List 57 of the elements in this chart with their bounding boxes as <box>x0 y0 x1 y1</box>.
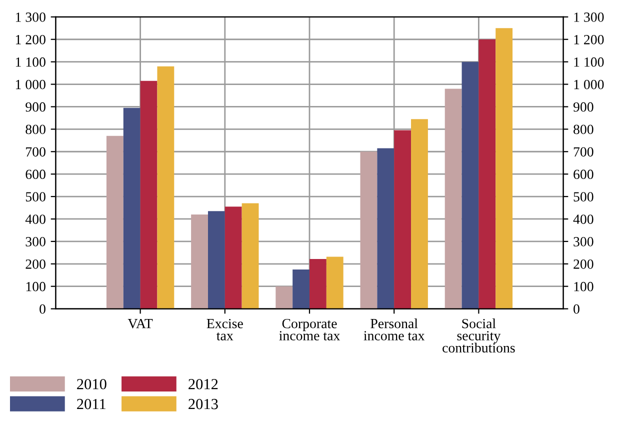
y-tick-label: 400 <box>25 214 46 224</box>
y2-tick-label: 1 300 <box>574 12 604 22</box>
bar <box>462 62 479 309</box>
y2-tick-label: 1 100 <box>574 57 604 67</box>
bar <box>140 80 158 309</box>
bar <box>191 214 208 309</box>
y2-tick-label: 900 <box>573 102 594 112</box>
bar <box>326 256 344 309</box>
y-tick-label: 1 300 <box>16 12 46 22</box>
y-tick-label: 200 <box>26 259 46 269</box>
y2-tick-label: 200 <box>574 259 594 269</box>
bar <box>360 152 378 309</box>
y2-tick-label: 300 <box>574 237 594 246</box>
x-tick-label: VAT <box>128 318 153 328</box>
y2-tick-label: 1 000 <box>574 80 604 90</box>
legend-label: 2010 <box>77 378 106 390</box>
x-tick-label: Corporate income tax <box>279 318 340 340</box>
bar <box>310 258 326 309</box>
y-tick-label: 1 200 <box>16 34 46 44</box>
y-tick-label: 500 <box>26 192 46 202</box>
y2-tick-label: 800 <box>574 124 594 134</box>
bar <box>478 39 496 309</box>
bar <box>208 211 225 309</box>
bar <box>276 286 293 309</box>
y2-tick-label: 600 <box>574 170 594 180</box>
bar <box>242 203 259 309</box>
bar <box>411 119 428 309</box>
bar <box>444 88 462 309</box>
bar <box>106 136 124 309</box>
y2-tick-label: 0 <box>574 304 580 314</box>
y-tick-label: 100 <box>26 282 46 292</box>
x-tick-label: Excise tax <box>206 318 243 340</box>
x-tick-label: Social security contributions <box>442 318 515 353</box>
legend-label: 2012 <box>188 378 218 390</box>
bar <box>496 28 513 309</box>
legend-label: 2011 <box>77 398 106 410</box>
y2-tick-label: 1 200 <box>574 34 604 44</box>
y-tick-label: 900 <box>26 102 46 112</box>
bar <box>224 206 242 309</box>
bar <box>157 66 174 309</box>
bar <box>123 108 140 309</box>
y-tick-label: 1 100 <box>16 57 46 67</box>
y2-tick-label: 400 <box>573 214 594 224</box>
bar <box>394 130 412 309</box>
y2-tick-label: 100 <box>574 282 594 292</box>
y2-tick-label: 500 <box>574 192 594 202</box>
bar <box>292 270 310 309</box>
x-tick-label: Personal income tax <box>364 318 425 340</box>
y-tick-label: 700 <box>26 147 46 157</box>
bar <box>377 148 394 309</box>
y-tick-label: 600 <box>26 170 46 180</box>
y-tick-label: 0 <box>40 304 46 314</box>
y-tick-label: 300 <box>26 237 46 246</box>
y-tick-label: 1 000 <box>16 80 46 90</box>
legend-label: 2013 <box>188 398 218 410</box>
y-tick-label: 800 <box>26 124 46 134</box>
y2-tick-label: 700 <box>574 147 594 157</box>
